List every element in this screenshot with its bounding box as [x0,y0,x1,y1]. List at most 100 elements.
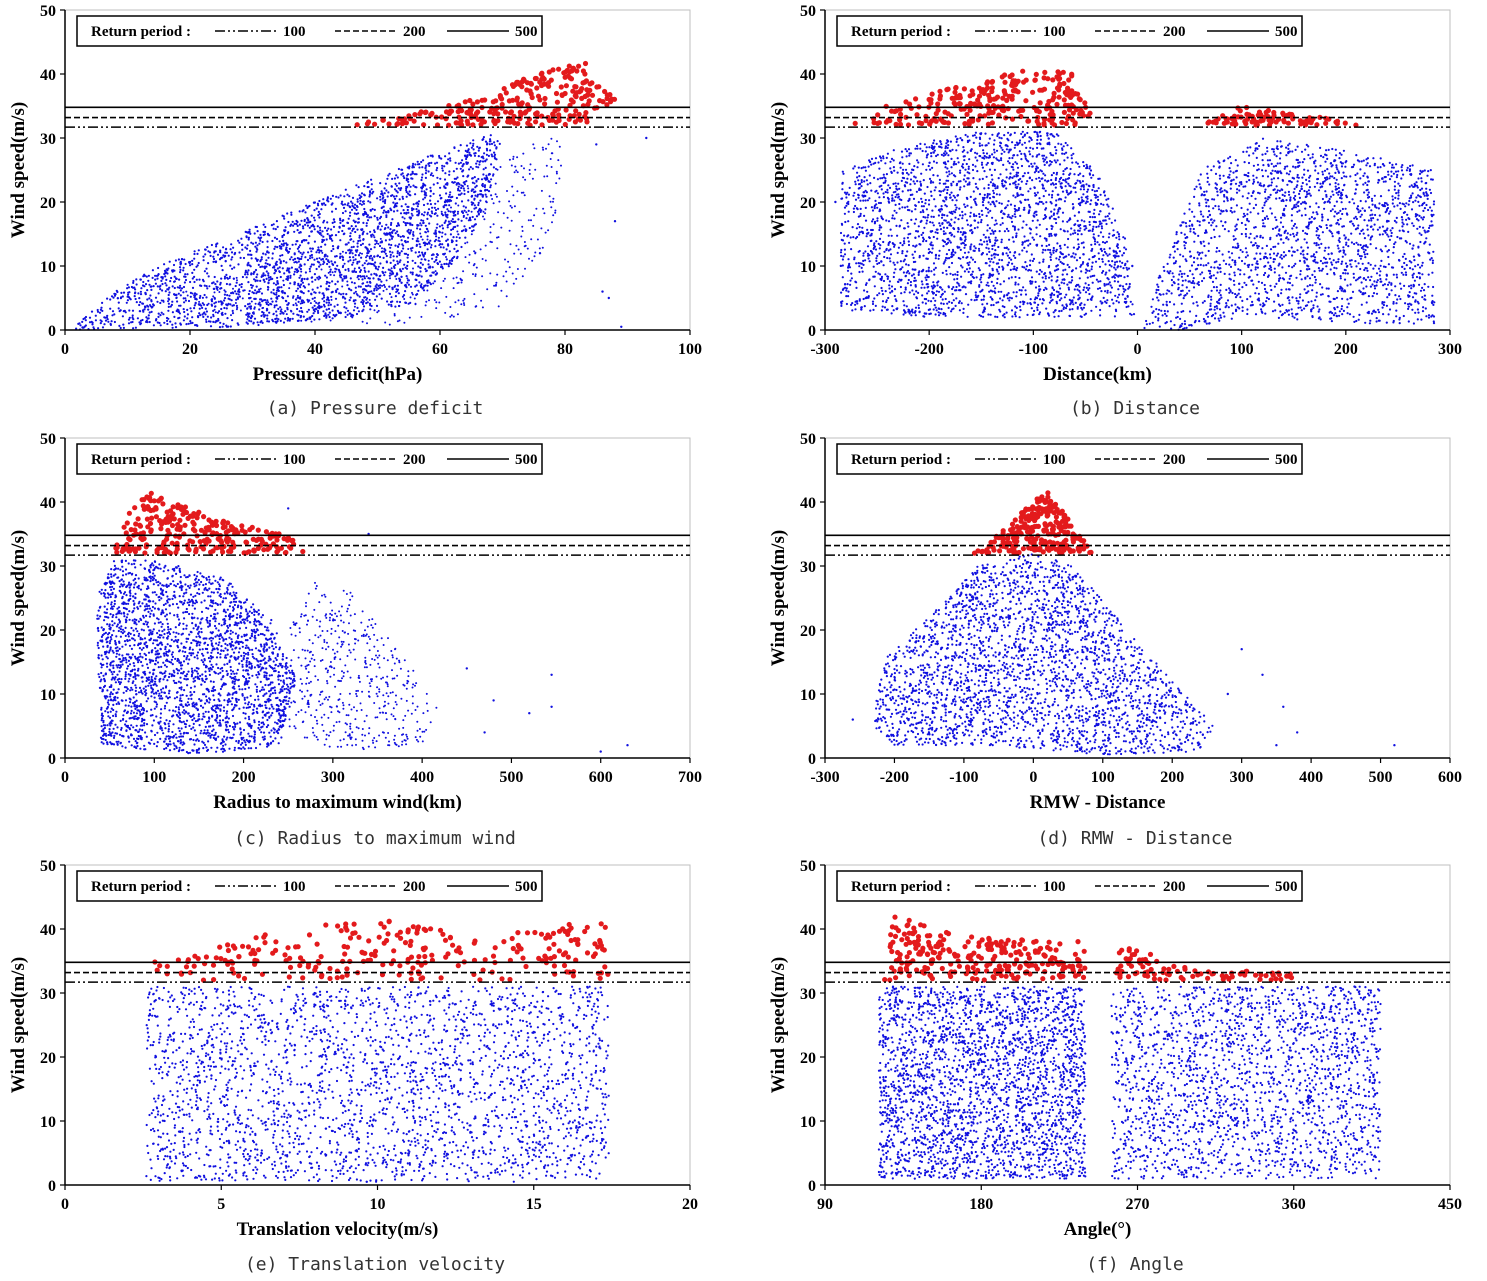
chart-a-dense-points-point [312,312,315,315]
chart-b-dense-points-point [1006,263,1009,266]
chart-b-dense-points-point [1013,204,1016,207]
chart-b-dense-points-point [1044,249,1047,252]
chart-b-dense-points-point [877,272,880,275]
chart-b-dense-points-point [864,166,867,169]
chart-a-dense-points-point [152,304,155,307]
chart-a-dense-points-point [168,286,171,289]
chart-a-dense-points-point [169,320,172,323]
chart-a-dense-points-point [465,217,468,220]
chart-a-dense-points-point [201,306,204,309]
chart-a-dense-points-point [290,266,293,269]
chart-a-sparse-points-point [509,204,512,207]
chart-a-dense-points-point [308,235,311,238]
chart-a-sparse-points-point [543,212,546,215]
chart-b-dense-points-point [1114,261,1117,264]
chart-a-x-tick-label: 60 [432,341,448,358]
chart-a-dense-points-point [455,243,458,247]
chart-a-dense-points-point [261,300,264,303]
chart-b-dense-points-point [923,286,926,289]
chart-a-dense-points-point [407,173,410,176]
chart-a-dense-points-point [469,219,472,222]
chart-a-dense-points-point [363,194,366,197]
chart-a-legend-label-100: 100 [283,24,306,40]
chart-a-sparse-points-point [520,191,523,194]
chart-a-sparse-points-point [520,165,523,167]
chart-a-sparse-points-point [455,236,458,239]
chart-a-dense-points-point [319,229,322,232]
chart-b-dense-points-point [981,196,985,199]
chart-a-dense-points-point [145,316,148,319]
chart-a-dense-points-point [474,186,477,189]
chart-a-dense-points-point [366,219,370,222]
chart-a-dense-points-point [442,246,445,249]
chart-a-dense-points-point [223,299,226,302]
chart-a-dense-points-point [318,318,321,321]
chart-b-dense-points-point [1125,305,1128,309]
chart-a-dense-points-point [272,227,275,230]
chart-a-dense-points-point [191,263,194,266]
chart-a-dense-points-point [448,250,451,253]
chart-a-dense-points-point [157,266,160,270]
chart-a-sparse-points-point [425,270,427,273]
chart-b-dense-points-point [1021,300,1025,303]
chart-b-dense-points-point [862,297,865,301]
chart-a-dense-points-point [441,227,445,230]
chart-a-dense-points-point [209,254,212,257]
chart-b-dense-points-point [1079,181,1082,184]
chart-a-dense-points-point [146,298,149,301]
chart-a-dense-points-point [297,260,300,263]
chart-a-dense-points-point [361,278,364,281]
chart-b-dense-points-point [925,278,928,282]
chart-a-dense-points-point [362,202,366,205]
chart-b-dense-points-point [1013,131,1016,134]
chart-b-dense-points-point [946,167,949,170]
chart-a-dense-points-point [346,204,349,207]
chart-b-dense-points-point [1012,163,1015,166]
chart-a-dense-points-point [131,320,134,324]
chart-a-dense-points-point [475,165,478,168]
chart-a-dense-points-point [279,254,282,257]
chart-a-exceed-point [600,99,606,105]
chart-a-dense-points-point [126,283,129,286]
chart-a-sparse-points-point [512,155,515,158]
chart-a-dense-points-point [204,253,207,256]
chart-a-dense-points-point [344,297,347,300]
chart-a-dense-points-point [376,216,379,219]
chart-b-dense-points-point [861,270,864,273]
chart-a-dense-points-point [245,276,248,279]
chart-a-dense-points-point [467,219,470,222]
chart-b-dense-points-point [989,313,992,316]
chart-a-dense-points-point [450,241,454,244]
chart-a-dense-points-point [256,258,259,261]
chart-a-sparse-points-point [536,238,539,241]
chart-b-dense-points-point [916,159,919,162]
chart-a-y-tick-label: 50 [40,3,56,20]
chart-b-dense-points-point [957,144,960,147]
chart-b-dense-points-point [893,271,896,274]
chart-a-dense-points-point [469,166,472,169]
chart-b-dense-points-point [854,180,857,183]
chart-a-dense-points-point [484,178,487,181]
chart-a-dense-points-point [438,156,441,159]
chart-a-dense-points-point [147,314,150,317]
chart-b-dense-points-point [1005,187,1008,190]
chart-a-dense-points-point [154,274,157,277]
chart-a-dense-points-point [419,222,422,225]
chart-a-dense-points-point [444,211,447,214]
chart-a-dense-points-point [92,326,95,329]
chart-a-dense-points-point [201,278,205,281]
chart-a-sparse-points-point [531,177,534,180]
chart-a-dense-points-point [411,223,414,227]
chart-a-dense-points-point [470,146,473,149]
chart-a-dense-points-point [471,181,474,184]
chart-b-dense-points-point [1079,265,1082,268]
chart-b-dense-points-point [1074,191,1077,194]
chart-b-dense-points-point [1013,146,1016,149]
chart-a-dense-points-point [371,192,374,195]
chart-a-dense-points-point [290,213,293,216]
chart-a-dense-points-point [398,243,401,246]
chart-a-sparse-points-point [288,287,291,290]
chart-b-dense-points-point [895,308,898,311]
chart-a-dense-points-point [458,189,461,192]
chart-b-dense-points-point [1068,281,1071,284]
